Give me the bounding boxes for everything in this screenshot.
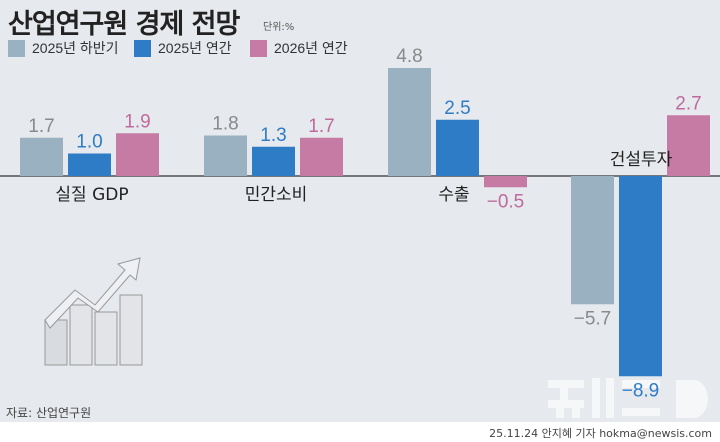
bar — [116, 133, 159, 176]
legend-label: 2026년 연간 — [274, 40, 348, 56]
data-label: 1.0 — [76, 132, 102, 153]
source-label: 자료: 산업연구원 — [6, 406, 92, 420]
data-label: −5.7 — [574, 308, 612, 329]
data-label: −8.9 — [622, 380, 660, 401]
legend-label: 2025년 연간 — [158, 40, 232, 56]
data-label: 1.7 — [28, 116, 54, 137]
data-label: −0.5 — [487, 191, 525, 212]
bar — [20, 137, 63, 176]
credit-label: 25.11.24 안지혜 기자 hokma@newsis.com — [489, 427, 712, 440]
data-label: 1.8 — [212, 114, 238, 135]
bar — [484, 176, 527, 188]
bar — [436, 119, 479, 176]
chart-title: 산업연구원 경제 전망 — [8, 9, 240, 40]
bar — [68, 153, 111, 176]
data-label: 4.8 — [396, 46, 422, 67]
growth-chart-illustration-icon — [44, 257, 143, 366]
legend-swatch — [8, 39, 25, 57]
legend-label: 2025년 하반기 — [32, 40, 119, 56]
legend-item: 2025년 하반기 — [8, 38, 119, 58]
category-label: 건설투자 — [610, 150, 673, 170]
unit-label: 단위:% — [263, 22, 295, 33]
legend-swatch — [134, 39, 151, 57]
footer-bar — [0, 422, 720, 442]
newsis-watermark — [548, 378, 708, 418]
bar — [388, 68, 431, 176]
bar — [667, 115, 710, 176]
data-label: 1.9 — [124, 111, 150, 132]
category-label: 실질 GDP — [55, 185, 128, 205]
legend-item: 2025년 연간 — [134, 38, 232, 58]
bar — [571, 176, 614, 305]
category-label: 수출 — [438, 185, 469, 205]
data-label: 1.7 — [308, 116, 334, 137]
bar — [204, 135, 247, 176]
legend-item: 2026년 연간 — [250, 38, 348, 58]
bar — [300, 137, 343, 176]
data-label: 2.5 — [444, 98, 470, 119]
data-label: 1.3 — [260, 125, 286, 146]
bar — [252, 146, 295, 176]
bar — [619, 176, 662, 377]
category-label: 민간소비 — [245, 185, 308, 205]
legend-swatch — [250, 39, 267, 57]
data-label: 2.7 — [675, 93, 701, 114]
